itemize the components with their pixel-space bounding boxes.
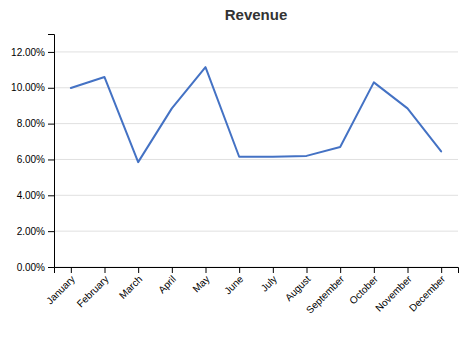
y-tick: 8.00% — [17, 118, 54, 129]
x-tick: June — [222, 267, 245, 296]
x-tick-mark — [307, 267, 308, 273]
x-tick-label: September — [304, 273, 347, 316]
grid-line — [54, 87, 458, 88]
x-axis: JanuaryFebruaryMarch April May June JulyAugu… — [44, 267, 458, 316]
x-tick: January — [44, 267, 77, 306]
y-tick-label: 4.00% — [17, 190, 45, 201]
y-tick: 2.00% — [17, 226, 54, 237]
x-tick: March — [117, 267, 144, 301]
grid-line — [54, 195, 458, 196]
y-tick: 4.00% — [17, 190, 54, 201]
chart-container: 0.00% 2.00% 4.00% 6.00% 8.00% 10.00% 12.00% Jan… — [0, 0, 474, 341]
chart: 0.00% 2.00% 4.00% 6.00% 8.00% 10.00% 12.00% Jan… — [0, 0, 474, 341]
y-tick: 0.00% — [17, 262, 54, 273]
x-tick-mark — [273, 267, 274, 273]
x-tick-label: August — [283, 273, 313, 303]
x-axis-line — [55, 268, 459, 274]
x-tick-mark — [239, 267, 240, 273]
y-tick: 6.00% — [17, 154, 54, 165]
y-tick-mark — [48, 52, 54, 53]
x-tick: July — [259, 267, 279, 294]
x-tick: August — [283, 267, 313, 303]
x-tick-mark — [206, 267, 207, 273]
x-tick-label: December — [407, 273, 448, 314]
y-tick-mark — [48, 159, 54, 160]
y-tick-label: 8.00% — [17, 118, 45, 129]
x-tick: October — [347, 267, 380, 306]
y-axis: 0.00% 2.00% 4.00% 6.00% 8.00% 10.00% 12.00% — [11, 35, 54, 273]
x-tick-mark — [340, 267, 341, 273]
y-tick-mark — [48, 231, 54, 232]
y-tick-label: 6.00% — [17, 154, 45, 165]
x-tick-label: May — [191, 273, 212, 294]
x-tick: February — [75, 267, 111, 309]
x-tick-label: February — [75, 273, 111, 309]
y-tick-label: 0.00% — [17, 262, 45, 273]
x-tick-mark — [138, 267, 139, 273]
line — [71, 67, 441, 162]
plot-area — [71, 67, 441, 162]
grid-line — [54, 231, 458, 232]
y-tick-mark — [48, 195, 54, 196]
x-tick-mark — [374, 267, 375, 273]
y-tick-mark — [48, 88, 54, 89]
y-tick-label: 10.00% — [11, 82, 45, 93]
x-tick: April — [156, 267, 178, 295]
grid — [54, 52, 458, 267]
title: Revenue — [225, 6, 288, 23]
x-tick: December — [407, 267, 448, 314]
x-tick-mark — [408, 267, 409, 273]
x-tick-label: March — [117, 273, 144, 300]
x-tick-label: July — [259, 273, 279, 293]
x-tick-label: April — [156, 273, 178, 295]
y-axis-line — [48, 35, 55, 268]
x-tick-mark — [441, 267, 442, 273]
grid-line — [54, 123, 458, 124]
x-tick: September — [304, 267, 347, 316]
y-tick-mark — [48, 267, 54, 268]
x-tick-label: January — [44, 273, 77, 306]
x-tick-label: June — [222, 273, 245, 296]
grid-line — [54, 159, 458, 160]
x-tick: May — [191, 267, 212, 295]
x-tick-mark — [172, 267, 173, 273]
grid-line — [54, 51, 458, 52]
y-tick-mark — [48, 124, 54, 125]
y-tick-label: 2.00% — [17, 226, 45, 237]
x-tick-label: October — [347, 273, 380, 306]
x-tick-mark — [105, 267, 106, 273]
y-tick: 10.00% — [11, 82, 54, 93]
y-tick: 12.00% — [11, 47, 54, 58]
x-tick-mark — [71, 267, 72, 273]
y-tick-label: 12.00% — [11, 47, 45, 58]
